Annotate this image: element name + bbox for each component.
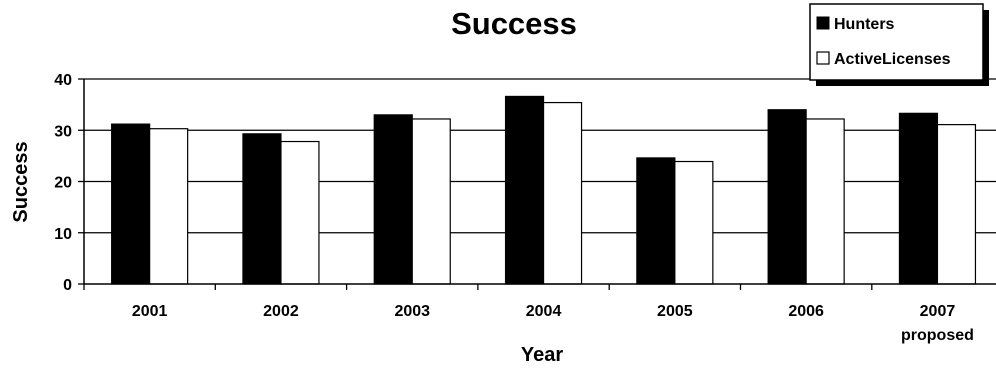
x-tick-label: 2006: [788, 303, 824, 320]
bar-hunters-2003: [373, 114, 413, 285]
chart-title: Success: [451, 6, 577, 41]
legend-swatch-activelicenses: [816, 51, 830, 65]
bar-hunters-2001: [111, 123, 151, 285]
y-tick-labels: 0 10 20 30 40: [54, 72, 72, 294]
y-tick-label: 40: [54, 72, 72, 89]
legend: Hunters ActiveLicenses: [809, 3, 989, 86]
bar-hunters-2007: [898, 112, 939, 285]
bar-activelicenses-2004: [542, 101, 583, 285]
x-tick-label: 2007: [920, 303, 956, 320]
legend-swatch-hunters: [816, 16, 830, 30]
x-tick-label: 2005: [657, 303, 693, 320]
bar-activelicenses-2003: [411, 118, 451, 285]
bar-hunters-2005: [636, 157, 676, 285]
y-axis-title: Success: [10, 141, 32, 222]
bars: [111, 95, 977, 285]
x-tick-label: 2003: [394, 303, 430, 320]
y-tick-label: 20: [54, 175, 72, 192]
bar-hunters-2002: [242, 133, 282, 285]
x-tick-labels: 2001 2002 2003 2004 2005 2006 2007 proposed: [132, 303, 974, 344]
x-tick-label: 2004: [526, 303, 562, 320]
legend-box: [809, 3, 984, 81]
bar-activelicenses-2007: [936, 124, 977, 285]
bar-hunters-2006: [767, 109, 807, 285]
legend-label-activelicenses: ActiveLicenses: [834, 51, 951, 68]
legend-label-hunters: Hunters: [834, 16, 895, 33]
y-tick-label: 30: [54, 123, 72, 140]
bar-hunters-2004: [504, 95, 545, 285]
bar-activelicenses-2001: [149, 128, 189, 285]
bar-activelicenses-2006: [805, 118, 845, 285]
y-tick-label: 0: [63, 277, 72, 294]
x-tick-label: 2001: [132, 303, 168, 320]
x-tick-sublabel: proposed: [901, 327, 974, 344]
bar-activelicenses-2002: [280, 140, 320, 285]
x-tick-label: 2002: [263, 303, 299, 320]
bar-activelicenses-2005: [674, 160, 714, 285]
y-tick-label: 10: [54, 226, 72, 243]
axes: [78, 78, 996, 290]
x-axis-title: Year: [521, 344, 563, 366]
